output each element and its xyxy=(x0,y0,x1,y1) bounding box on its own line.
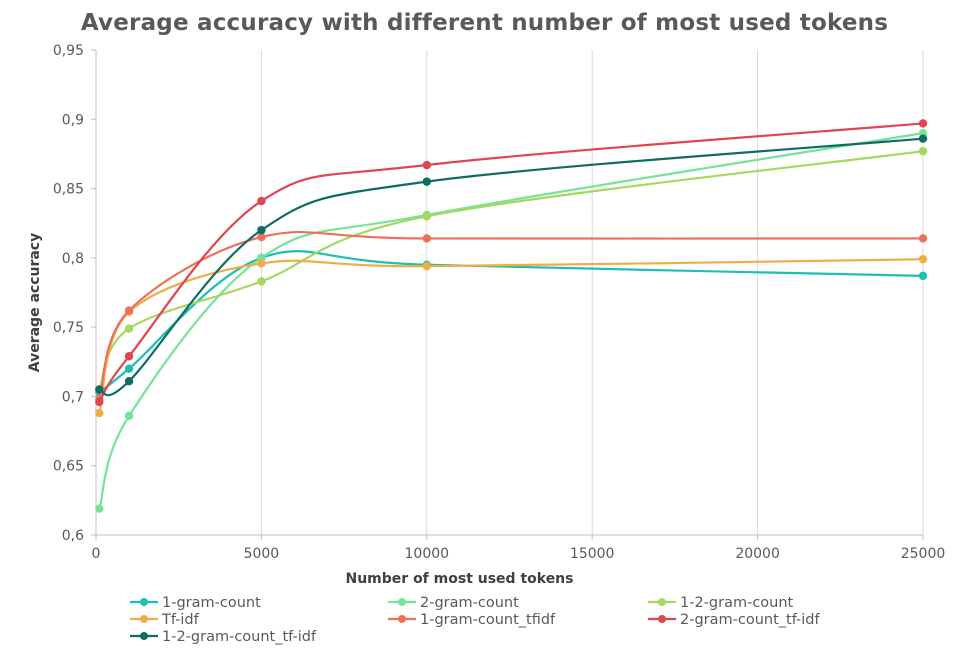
data-point xyxy=(257,259,266,268)
data-point xyxy=(124,376,134,386)
data-point xyxy=(257,277,266,286)
data-point xyxy=(257,196,266,206)
legend-swatch-marker xyxy=(658,615,666,623)
y-tick-label: 0,85 xyxy=(53,182,84,198)
y-axis-title: Average accuracy xyxy=(27,233,43,373)
y-tick-label: 0,95 xyxy=(53,43,84,59)
series-2-gram-count_tf-idf xyxy=(95,119,928,407)
legend-item: 1-gram-count xyxy=(130,595,261,611)
data-point xyxy=(95,504,104,513)
data-point xyxy=(422,177,431,186)
data-point xyxy=(124,352,134,361)
data-point xyxy=(95,397,104,407)
data-point xyxy=(918,234,928,243)
legend-label: 2-gram-count_tf-idf xyxy=(680,612,820,628)
y-tick-label: 0,7 xyxy=(62,389,84,405)
y-tick-label: 0,6 xyxy=(62,528,84,544)
legend: 1-gram-count 2-gram-count 1-2-gram-count Tf… xyxy=(130,595,820,645)
series-2-gram-count xyxy=(95,128,928,513)
legend-label: 2-gram-count xyxy=(420,595,519,611)
series-1-2-gram-count xyxy=(95,146,928,394)
legend-item: 2-gram-count xyxy=(388,595,519,611)
data-point xyxy=(124,324,134,333)
x-tick-label: 15000 xyxy=(570,546,615,562)
series-line xyxy=(98,132,925,510)
data-point xyxy=(422,160,431,170)
legend-item: Tf-idf xyxy=(130,612,200,628)
data-point xyxy=(257,232,266,242)
x-tick-label: 0 xyxy=(92,546,101,562)
data-point xyxy=(422,234,431,243)
legend-swatch-marker xyxy=(140,598,148,606)
data-point xyxy=(918,119,928,128)
legend-item: 1-2-gram-count_tf-idf xyxy=(130,629,317,645)
axes: 0,6 0,65 0,7 0,75 0,8 0,85 0,9 0,95 0 5000 10000 15… xyxy=(27,43,945,587)
legend-label: 1-gram-count xyxy=(162,595,261,611)
series-Tf-idf xyxy=(95,255,928,418)
legend-swatch-marker xyxy=(140,615,148,623)
data-point xyxy=(918,146,928,156)
y-tick-label: 0,65 xyxy=(53,459,84,475)
data-point xyxy=(124,411,134,421)
data-point xyxy=(124,364,134,373)
series-line xyxy=(98,258,925,415)
y-tick-label: 0,8 xyxy=(62,251,84,267)
series-line xyxy=(98,230,925,401)
x-tick-label: 5000 xyxy=(244,546,280,562)
legend-item: 1-gram-count_tfidf xyxy=(388,612,556,628)
legend-swatch-marker xyxy=(398,615,406,623)
series-1-gram-count xyxy=(95,250,928,397)
x-tick-label: 10000 xyxy=(405,546,450,562)
legend-swatch-marker xyxy=(658,598,666,606)
data-point xyxy=(124,306,134,315)
y-tick-label: 0,75 xyxy=(53,320,84,336)
series-1-2-gram-count_tf-idf xyxy=(95,134,928,397)
legend-item: 1-2-gram-count xyxy=(648,595,794,611)
data-point xyxy=(918,271,928,281)
series-1-gram-count_tfidf xyxy=(95,230,928,404)
gridlines xyxy=(260,50,924,535)
chart-title: Average accuracy with different number o… xyxy=(80,10,889,36)
data-point xyxy=(422,261,431,271)
legend-label: 1-2-gram-count_tf-idf xyxy=(162,629,317,645)
data-point xyxy=(257,225,266,235)
data-point xyxy=(95,385,104,394)
legend-swatch-marker xyxy=(398,598,406,606)
x-axis-title: Number of most used tokens xyxy=(346,571,574,587)
series-line xyxy=(98,250,925,394)
legend-label: 1-2-gram-count xyxy=(680,595,794,611)
series-lines xyxy=(95,119,928,513)
data-point xyxy=(95,408,104,418)
legend-swatch-marker xyxy=(140,632,148,640)
data-point xyxy=(918,134,928,143)
data-point xyxy=(918,255,928,264)
legend-item: 2-gram-count_tf-idf xyxy=(648,612,820,628)
x-tick-label: 25000 xyxy=(901,546,946,562)
x-tick-label: 20000 xyxy=(735,546,780,562)
data-point xyxy=(422,212,431,221)
y-tick-label: 0,9 xyxy=(62,112,84,128)
legend-label: Tf-idf xyxy=(161,612,200,628)
legend-label: 1-gram-count_tfidf xyxy=(420,612,556,628)
